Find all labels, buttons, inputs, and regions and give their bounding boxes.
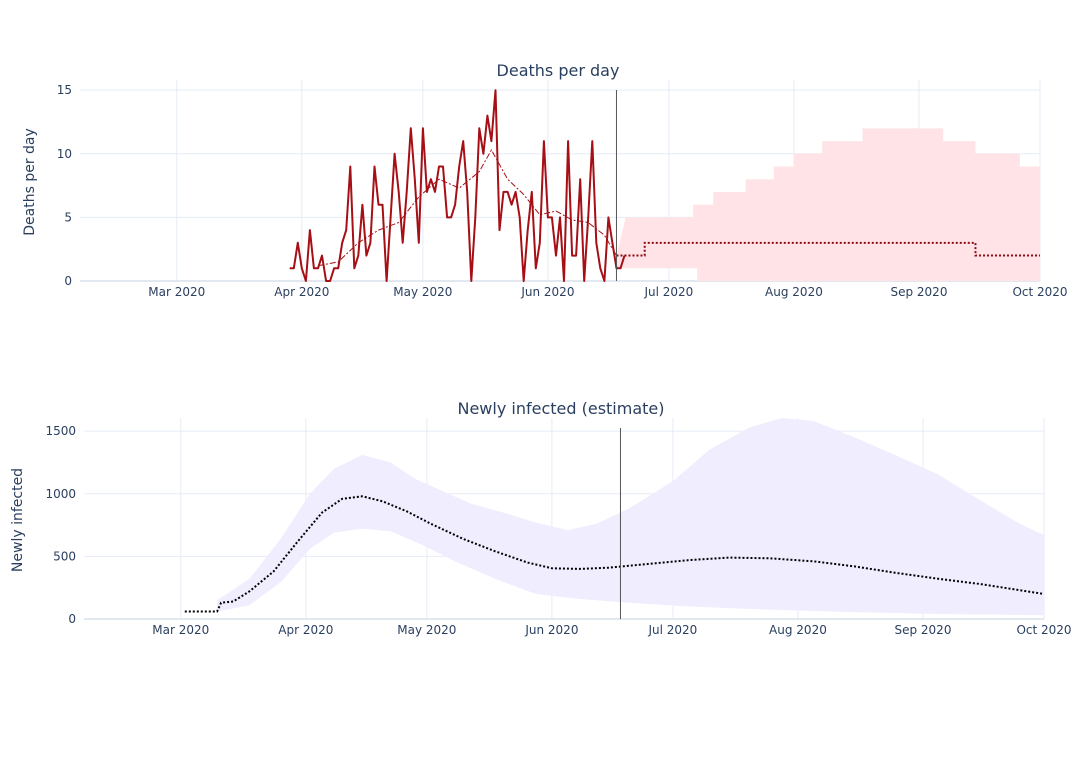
chart-2-uncertainty-band xyxy=(217,418,1045,616)
chart-2-title: Newly infected (estimate) xyxy=(457,399,664,418)
chart-2-y-tick-label: 1500 xyxy=(45,424,76,438)
chart-1-x-tick-label: Mar 2020 xyxy=(148,285,205,299)
chart-1-y-tick-label: 15 xyxy=(57,83,72,97)
chart-1-observed-series xyxy=(289,89,626,282)
chart-1-x-tick-label: Sep 2020 xyxy=(890,285,947,299)
chart-1-title: Deaths per day xyxy=(497,61,620,80)
chart-1-y-axis-label: Deaths per day xyxy=(22,128,38,236)
chart-2-y-tick-label: 500 xyxy=(53,549,76,563)
chart-2-x-tick-label: Jun 2020 xyxy=(524,623,578,637)
chart-1-x-tick-label: Jul 2020 xyxy=(643,285,693,299)
chart-1-x-tick-label: May 2020 xyxy=(393,285,452,299)
chart-1-x-tick-label: Jun 2020 xyxy=(520,285,574,299)
chart-1-rolling-average-line xyxy=(317,148,617,267)
chart-2-x-tick-label: Mar 2020 xyxy=(152,623,209,637)
deaths-per-day-chart: Deaths per day Deaths per day Mar 2020 Ap… xyxy=(22,61,1068,299)
chart-1-y-tick-label: 5 xyxy=(64,210,72,224)
chart-2-x-tick-label: Jul 2020 xyxy=(647,623,697,637)
chart-2-y-axis-label: Newly infected xyxy=(10,468,26,572)
chart-2-y-tick-label: 1000 xyxy=(45,487,76,501)
chart-2-x-tick-label: Aug 2020 xyxy=(769,623,827,637)
chart-2-y-tick-label: 0 xyxy=(68,612,76,626)
chart-1-x-tick-label: Aug 2020 xyxy=(765,285,823,299)
chart-1-y-tick-label: 0 xyxy=(64,274,72,288)
chart-1-x-tick-label: Apr 2020 xyxy=(274,285,329,299)
chart-1-y-tick-label: 10 xyxy=(57,147,72,161)
chart-2-x-tick-label: Sep 2020 xyxy=(894,623,951,637)
chart-2-x-tick-label: Oct 2020 xyxy=(1016,623,1071,637)
chart-2-x-tick-label: May 2020 xyxy=(397,623,456,637)
chart-1-observed-line xyxy=(289,89,626,282)
chart-1-uncertainty-band xyxy=(616,128,1040,281)
chart-1-x-tick-label: Oct 2020 xyxy=(1012,285,1067,299)
chart-2-x-tick-label: Apr 2020 xyxy=(278,623,333,637)
newly-infected-chart: Newly infected (estimate) Newly infected… xyxy=(10,399,1072,637)
